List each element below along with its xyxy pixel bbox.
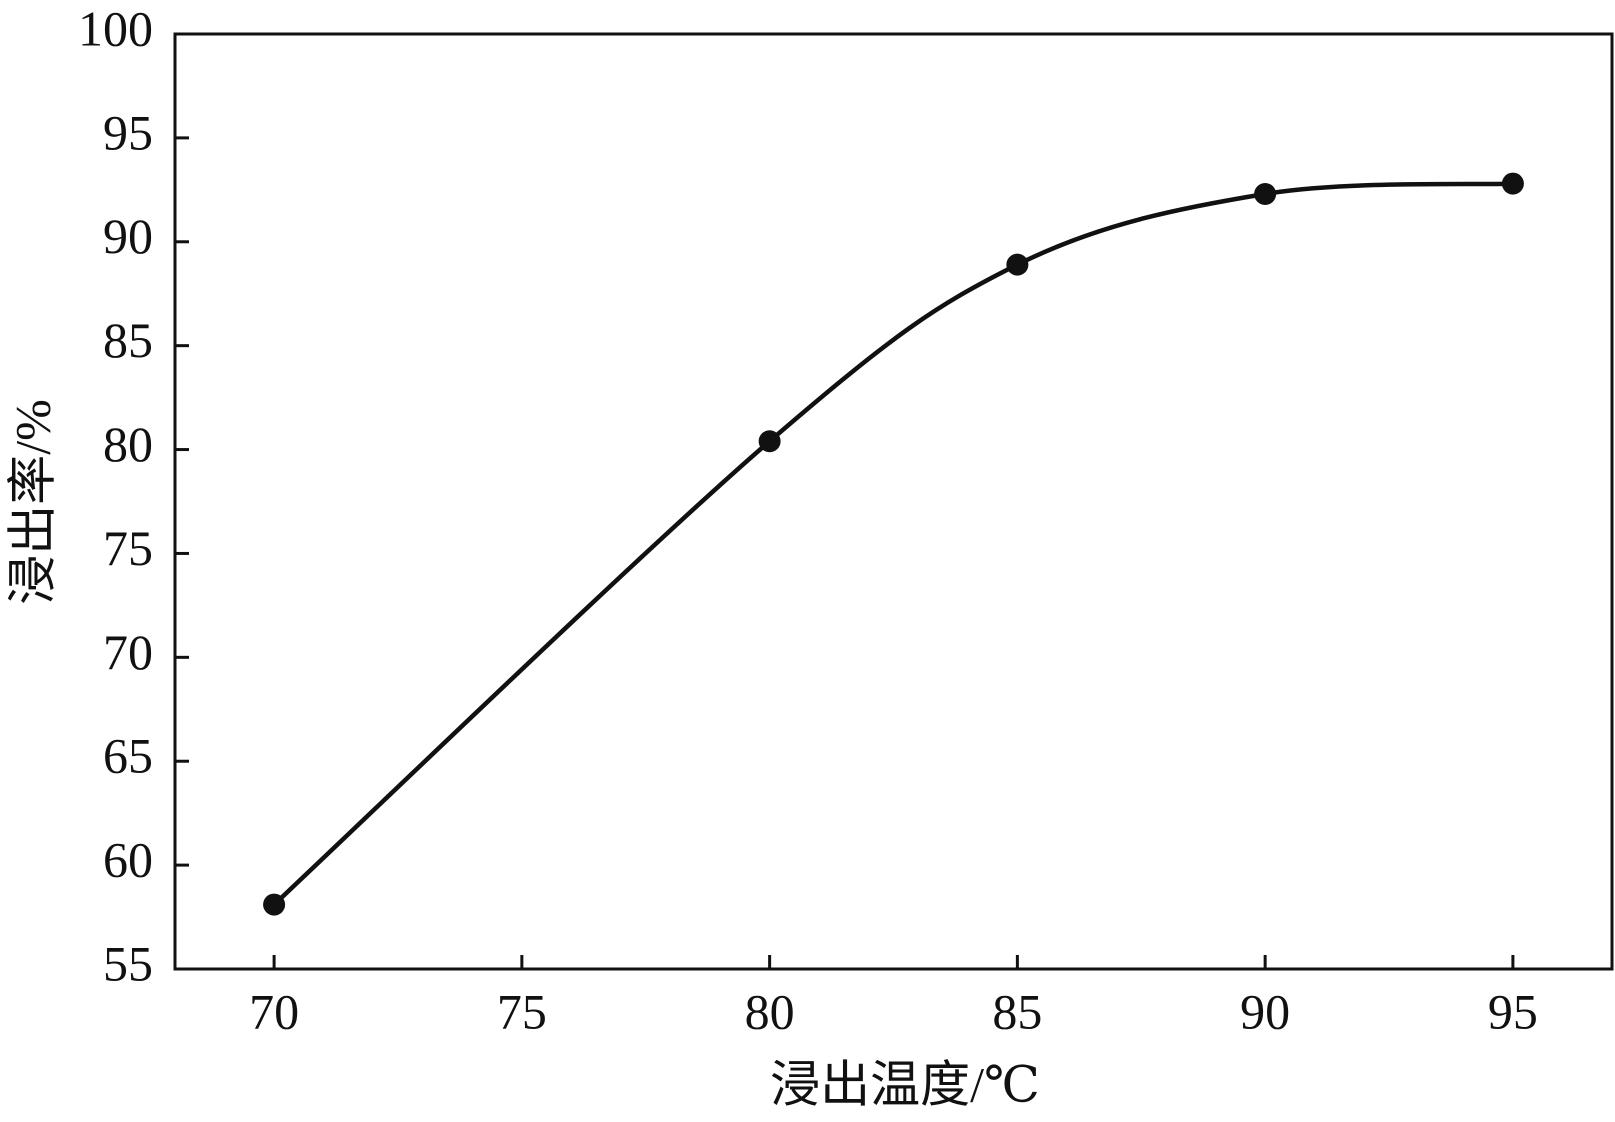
x-tick-label: 75 [497, 983, 547, 1039]
x-axis-label: 浸出温度/℃ [770, 1056, 1040, 1112]
x-tick-label: 90 [1240, 983, 1290, 1039]
y-axis-label: 浸出率/% [4, 399, 60, 605]
y-tick-label: 75 [103, 520, 153, 576]
line [272, 181, 1513, 907]
x-tick-label: 85 [992, 983, 1042, 1039]
marker [1006, 253, 1029, 276]
y-tick-label: 100 [78, 0, 153, 56]
y-tick-label: 60 [103, 832, 153, 888]
y-tick-label: 55 [103, 935, 153, 991]
marker [1254, 182, 1277, 205]
x-tick-label: 80 [745, 983, 795, 1039]
x-tick-label: 95 [1488, 983, 1538, 1039]
y-tick-label: 80 [103, 416, 153, 472]
marker [758, 430, 781, 453]
marker [1501, 172, 1524, 195]
plot-frame [173, 32, 1614, 971]
y-tick-label: 85 [103, 312, 153, 368]
y-tick-label: 95 [103, 104, 153, 160]
y-tick-label: 90 [103, 208, 153, 264]
marker [263, 893, 286, 916]
y-tick-label: 65 [103, 728, 153, 784]
x-tick-label: 70 [249, 983, 299, 1039]
y-tick-label: 70 [103, 624, 153, 680]
